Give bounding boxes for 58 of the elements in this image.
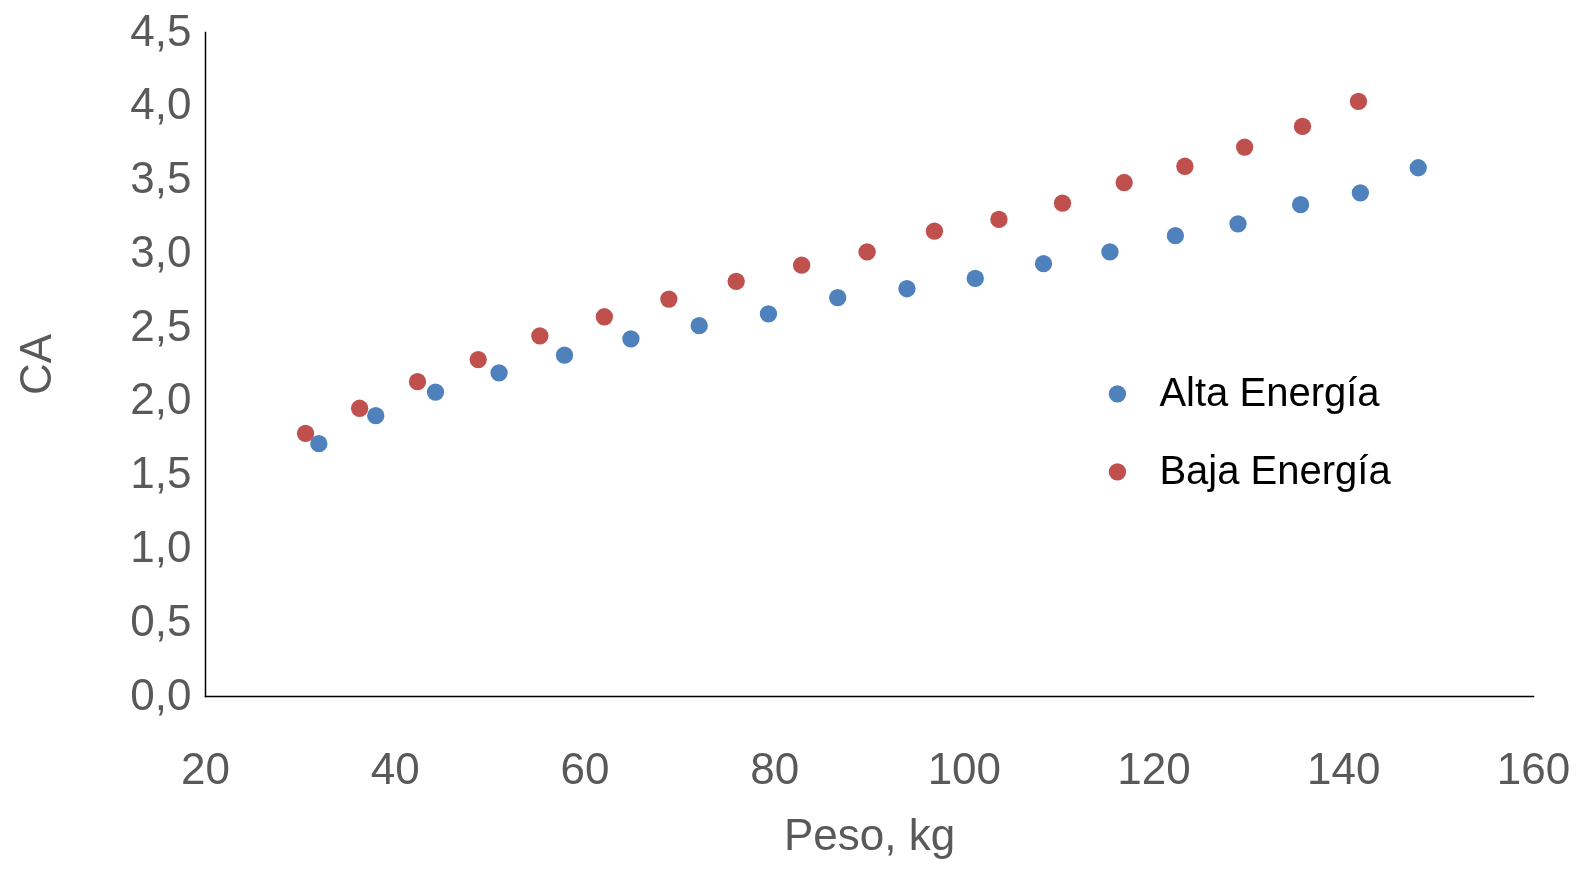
x-tick-label: 100 xyxy=(927,743,1002,793)
point xyxy=(1293,117,1312,136)
y-axis-title: CA xyxy=(11,333,61,396)
legend-label: Alta Energía xyxy=(1159,369,1381,414)
y-tick-label: 1,5 xyxy=(130,448,192,498)
x-tick-label: 140 xyxy=(1307,743,1381,793)
point xyxy=(1349,92,1368,110)
point xyxy=(727,272,745,291)
point xyxy=(1101,243,1119,261)
point xyxy=(1235,138,1254,156)
point xyxy=(660,290,678,308)
y-tick-label: 0,0 xyxy=(130,669,192,719)
point xyxy=(310,435,328,453)
y-tick-label: 3,5 xyxy=(130,153,192,203)
x-tick-label: 160 xyxy=(1496,743,1571,793)
point xyxy=(595,308,614,326)
point xyxy=(792,256,811,274)
point xyxy=(408,373,427,391)
y-tick-label: 2,0 xyxy=(130,374,192,424)
x-tick-label: 40 xyxy=(370,743,420,793)
point xyxy=(925,222,944,240)
point xyxy=(1351,184,1370,202)
point xyxy=(858,243,876,261)
point xyxy=(1034,255,1053,273)
point xyxy=(690,316,708,335)
point xyxy=(1115,173,1133,192)
point xyxy=(966,269,984,288)
point xyxy=(367,407,385,425)
point xyxy=(759,305,778,323)
point xyxy=(622,330,640,348)
y-tick-label: 2,5 xyxy=(130,300,192,350)
point xyxy=(1291,196,1310,214)
legend-label: Baja Energía xyxy=(1159,447,1392,492)
point xyxy=(898,280,916,298)
x-axis-title: Peso, kg xyxy=(783,809,956,859)
point xyxy=(990,210,1008,229)
y-tick-label: 1,0 xyxy=(130,521,192,571)
point xyxy=(469,350,487,369)
point xyxy=(555,346,574,364)
x-tick-label: 20 xyxy=(181,743,230,793)
point xyxy=(1166,226,1185,245)
point xyxy=(1053,194,1072,212)
y-tick-label: 4,5 xyxy=(130,5,192,55)
point xyxy=(1229,215,1247,233)
point xyxy=(1176,157,1194,175)
x-tick-label: 80 xyxy=(750,743,800,793)
point xyxy=(296,424,315,442)
point xyxy=(829,288,847,307)
x-tick-label: 60 xyxy=(560,743,610,793)
y-tick-label: 0,5 xyxy=(130,595,192,645)
x-tick-label: 120 xyxy=(1117,743,1191,793)
y-tick-label: 3,0 xyxy=(130,226,192,276)
point xyxy=(531,327,549,345)
y-tick-label: 4,0 xyxy=(130,79,192,129)
point xyxy=(490,364,508,382)
point xyxy=(350,399,369,417)
point xyxy=(426,383,445,401)
point xyxy=(1409,159,1427,177)
